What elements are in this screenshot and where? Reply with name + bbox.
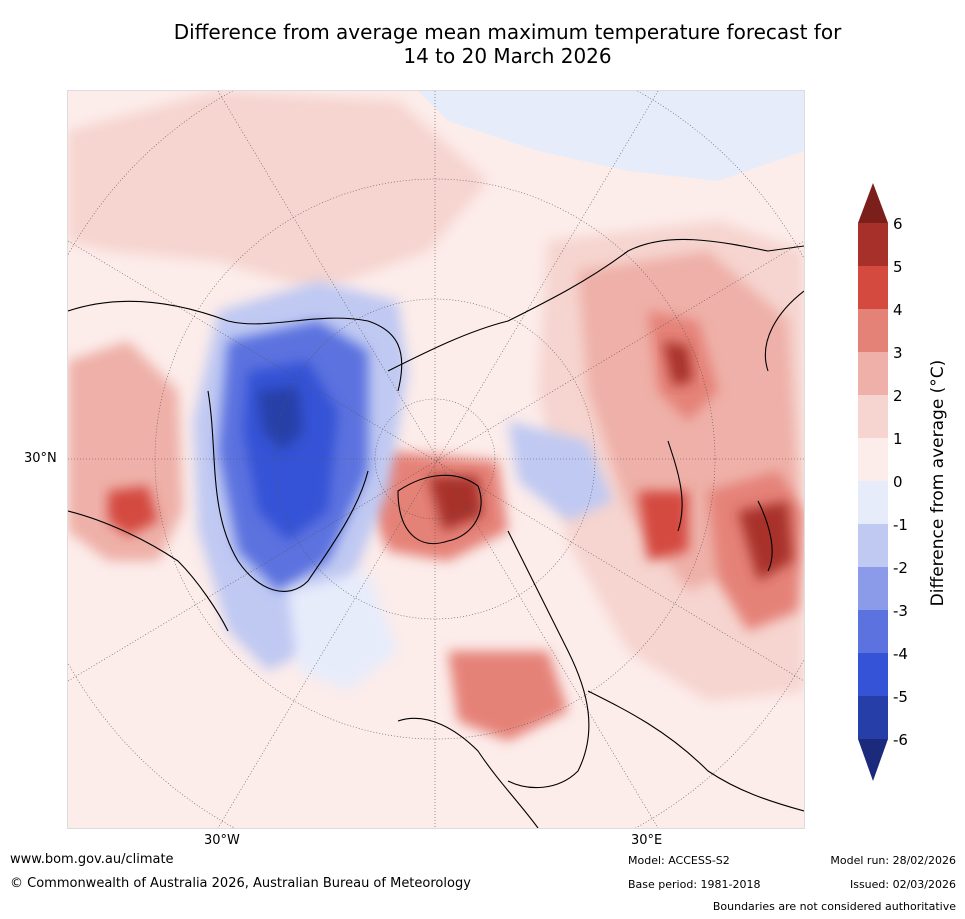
chart-title: Difference from average mean maximum tem… [50, 20, 965, 68]
warm-region-northwest [68, 91, 488, 291]
warm-region-europe [448, 651, 568, 741]
colorbar-band-m3-m2 [858, 567, 888, 610]
forecast-map[interactable] [67, 90, 805, 829]
colorbar-band-3-4 [858, 309, 888, 352]
colorbar-band-m6-m5 [858, 696, 888, 739]
cbar-tick-5: 5 [893, 258, 903, 276]
footer-copyright: © Commonwealth of Australia 2026, Austra… [10, 876, 471, 891]
warm-region-east-asia-max [738, 501, 793, 581]
title-line-1: Difference from average mean maximum tem… [173, 20, 842, 44]
coastlines [68, 238, 804, 828]
cool-region-north [418, 91, 804, 181]
colorbar-band-m5-m4 [858, 653, 888, 696]
footer-model-run: Model run: 28/02/2026 [830, 854, 956, 867]
cbar-tick-6: 6 [893, 215, 903, 233]
lat-label-30n: 30°N [24, 451, 57, 466]
footer-base-period: Base period: 1981-2018 [628, 878, 761, 891]
title-line-2: 14 to 20 March 2026 [403, 44, 612, 68]
graticule [68, 91, 804, 828]
cbar-tick-2: 2 [893, 387, 903, 405]
lon-label-30w: 30°W [204, 833, 240, 848]
colorbar-band-m2-m1 [858, 524, 888, 567]
warm-region-central-asia [638, 491, 688, 561]
cbar-tick-3: 3 [893, 344, 903, 362]
map-canvas [68, 91, 804, 828]
cbar-tick-0: 0 [893, 473, 903, 491]
cbar-tick-m1: -1 [893, 516, 908, 534]
colorbar-band-1-2 [858, 395, 888, 438]
colorbar-band-0-1 [858, 438, 888, 481]
cbar-tick-m4: -4 [893, 645, 908, 663]
warm-region-na-core [108, 486, 158, 536]
cool-region-atlantic [288, 571, 398, 691]
colorbar-title: Difference from average (°C) [928, 359, 948, 607]
warm-region-north-america [68, 341, 183, 561]
footer-model: Model: ACCESS-S2 [628, 854, 730, 867]
cbar-tick-1: 1 [893, 430, 903, 448]
cbar-tick-m6: -6 [893, 731, 908, 749]
footer-url[interactable]: www.bom.gov.au/climate [10, 852, 174, 867]
warm-region-siberia-max [663, 341, 693, 386]
colorbar-band-m1-0 [858, 481, 888, 524]
cbar-tick-m5: -5 [893, 688, 908, 706]
colorbar-band-4-5 [858, 266, 888, 309]
colorbar [858, 183, 888, 781]
colorbar-top-arrow [858, 183, 888, 223]
warm-region-svalbard-max [428, 476, 483, 531]
colorbar-band-5-6 [858, 223, 888, 266]
lon-label-30e: 30°E [631, 833, 663, 848]
footer-disclaimer: Boundaries are not considered authoritat… [712, 900, 956, 913]
cbar-tick-4: 4 [893, 301, 903, 319]
colorbar-bottom-arrow [858, 739, 888, 781]
cold-region-arctic [508, 421, 613, 521]
cbar-tick-m2: -2 [893, 559, 908, 577]
footer-issued: Issued: 02/03/2026 [849, 878, 956, 891]
colorbar-band-2-3 [858, 352, 888, 395]
colorbar-band-m4-m3 [858, 610, 888, 653]
cbar-tick-m3: -3 [893, 602, 908, 620]
